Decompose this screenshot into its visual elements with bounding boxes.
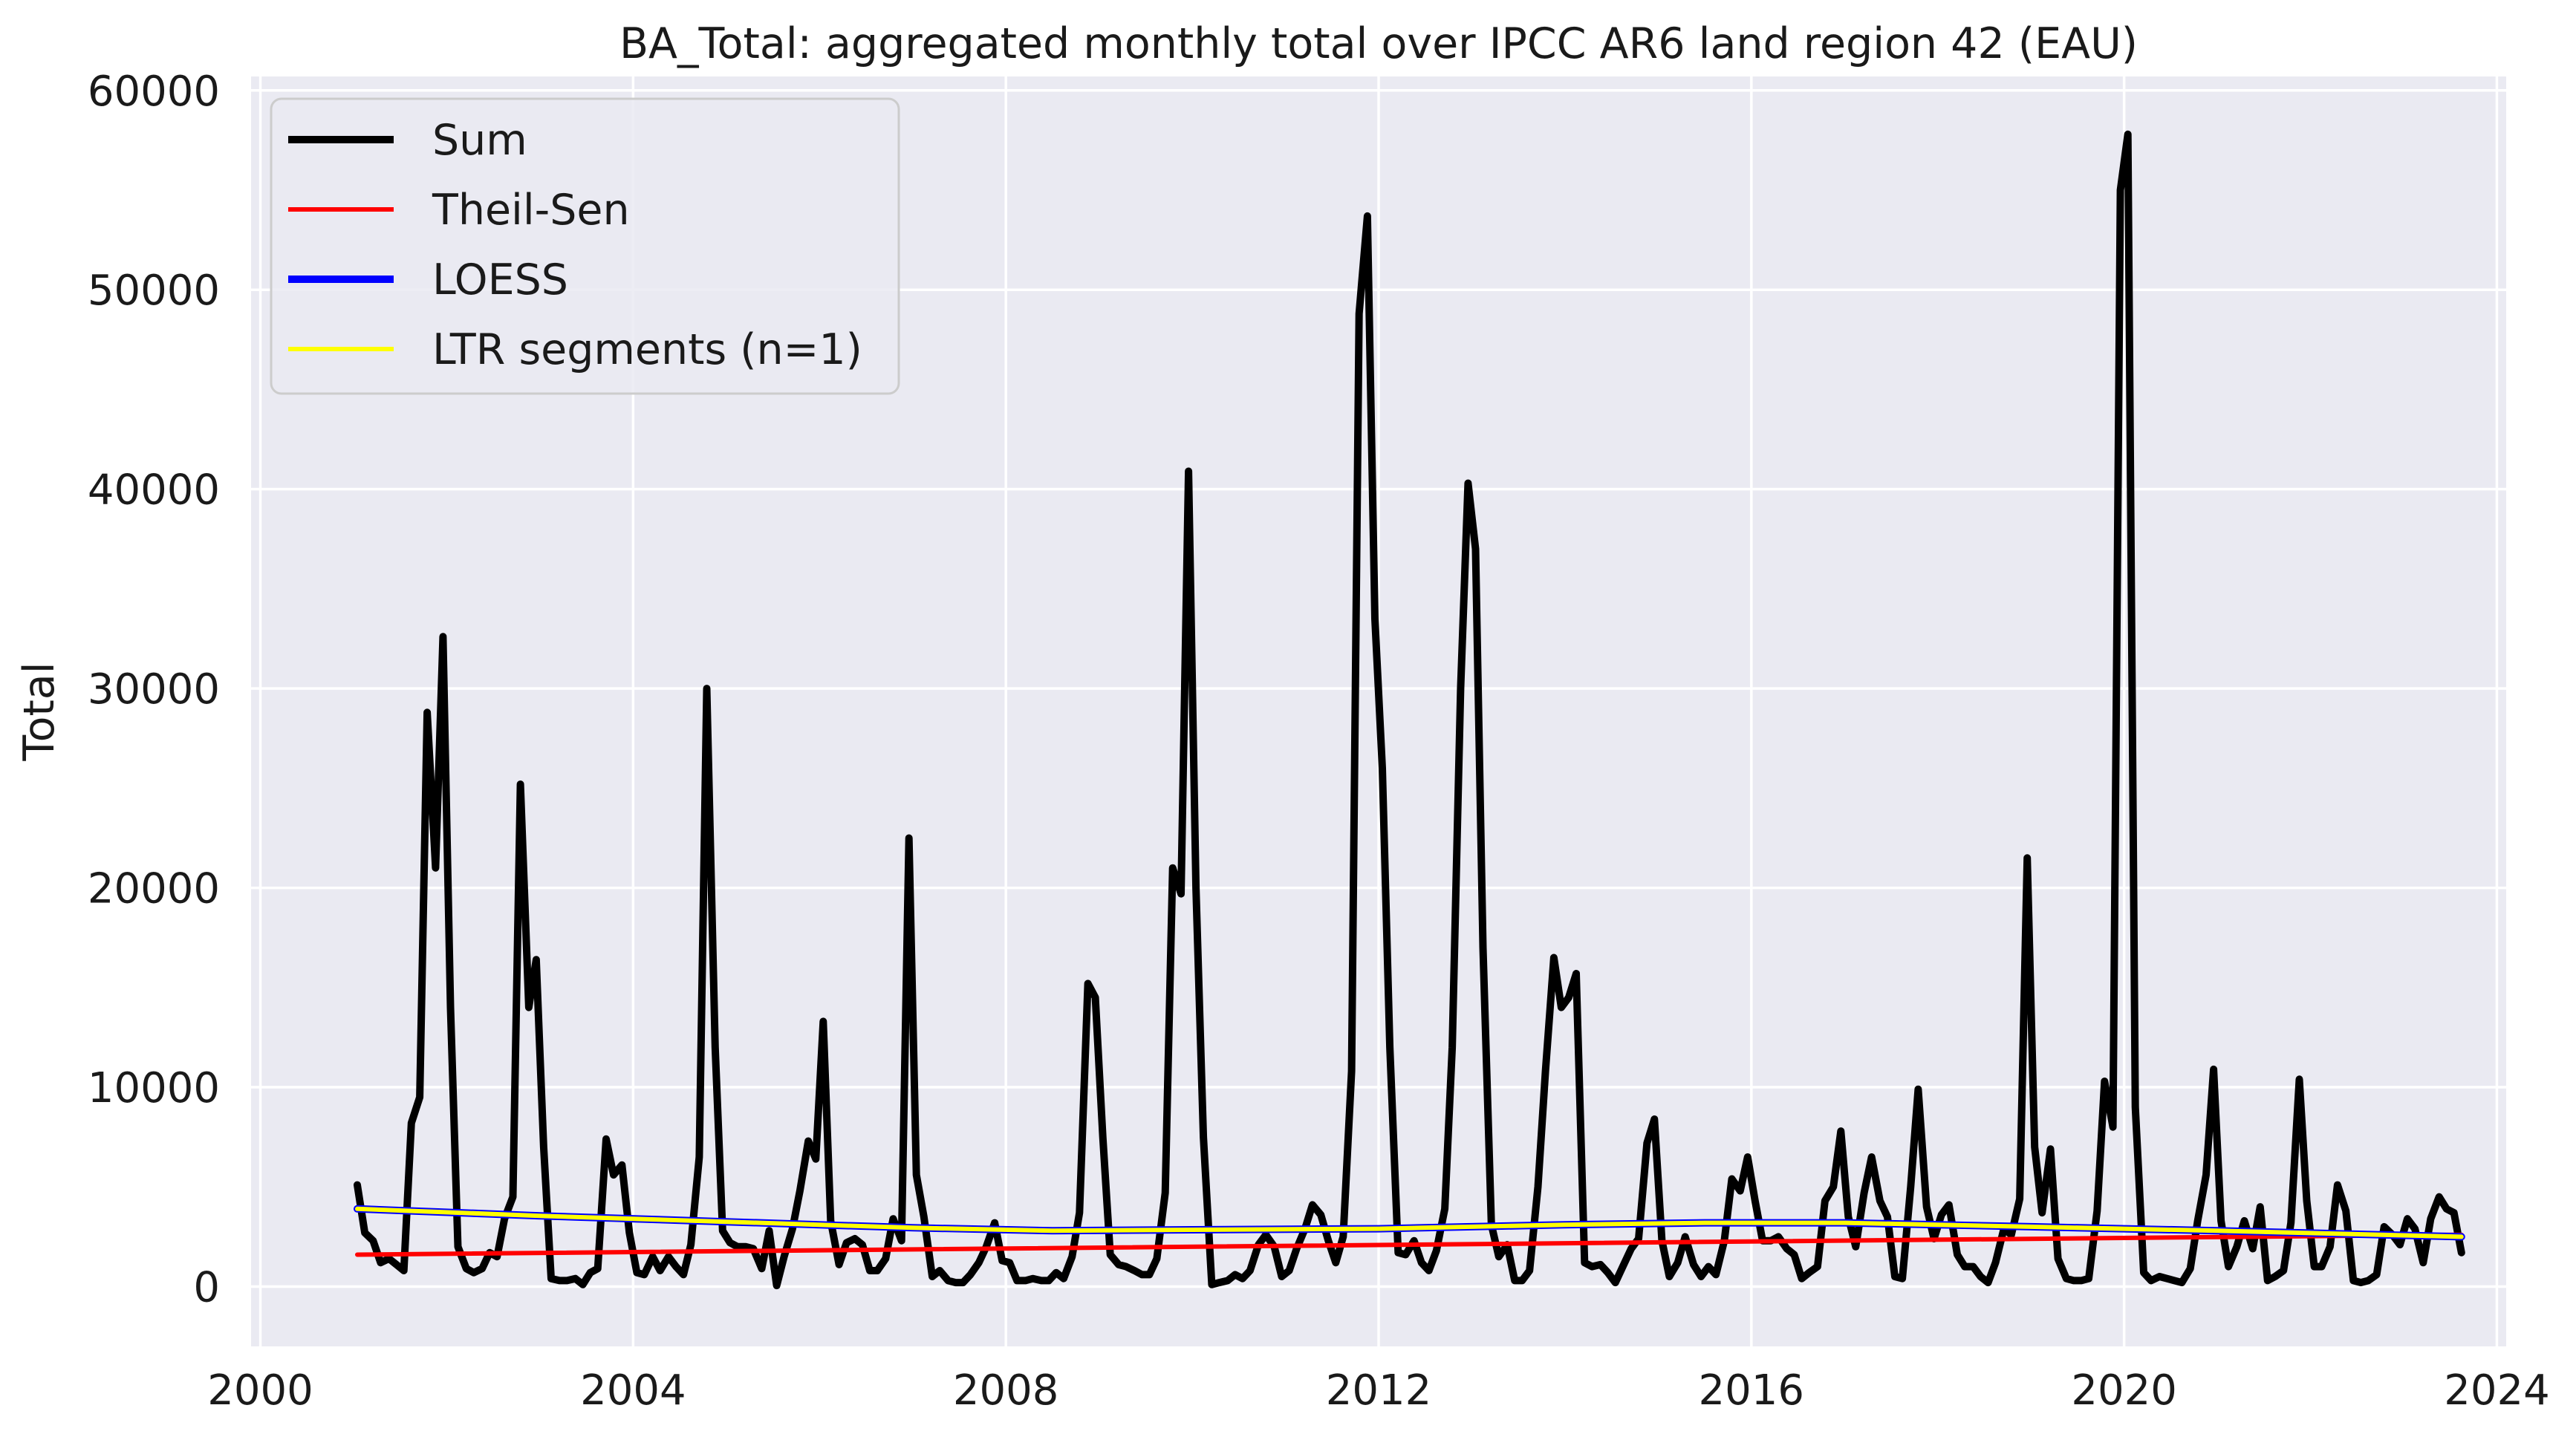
legend-label-loess: LOESS: [432, 255, 568, 304]
legend-label-theil-sen: Theil-Sen: [432, 186, 630, 235]
legend-label-ltr-segments: LTR segments (n=1): [432, 325, 862, 374]
series-line-sum: [354, 130, 2465, 1290]
x-tick-label: 2012: [1326, 1366, 1432, 1415]
y-tick-label: 10000: [88, 1064, 220, 1112]
tick-labels: 2000 2004 2008 2012 2016 2020 2024 0 10000 20000 3…: [88, 68, 2550, 1415]
x-tick-label: 2024: [2444, 1366, 2550, 1415]
x-tick-label: 2016: [1699, 1366, 1805, 1415]
y-tick-label: 60000: [88, 68, 220, 116]
y-tick-label: 0: [193, 1263, 220, 1311]
series-line-ltr-segments: [355, 1206, 2464, 1239]
legend-frame: [270, 97, 900, 395]
legend-label-sum: Sum: [432, 116, 527, 165]
chart-title: BA_Total: aggregated monthly total over …: [619, 19, 2138, 68]
y-tick-label: 30000: [88, 665, 220, 714]
x-tick-label: 2020: [2071, 1366, 2177, 1415]
y-tick-label: 40000: [88, 466, 220, 515]
x-tick-label: 2000: [207, 1366, 313, 1415]
y-tick-label: 20000: [88, 865, 220, 913]
series-layer: [354, 130, 2465, 1290]
series-line-theil-sen: [355, 1232, 2464, 1257]
x-tick-label: 2004: [580, 1366, 686, 1415]
y-axis-label: Total: [15, 662, 64, 761]
legend: Sum Theil-Sen LOESS LTR segments (n=1): [270, 97, 900, 395]
y-tick-label: 50000: [88, 267, 220, 315]
x-tick-label: 2008: [953, 1366, 1059, 1415]
